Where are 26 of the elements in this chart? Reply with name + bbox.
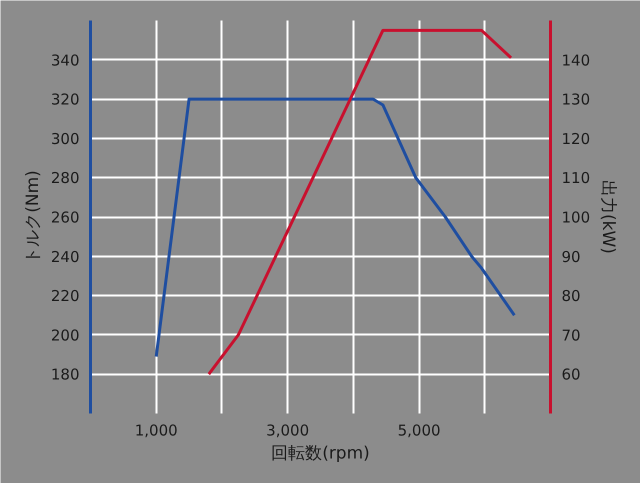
y2-axis-title: 出力(kW) (598, 180, 618, 254)
y2-tick-label: 110 (562, 169, 590, 188)
y2-tick-label: 100 (562, 208, 590, 226)
line-series (154, 98, 516, 358)
y-axis-title: トルク(Nm) (22, 170, 43, 264)
x-axis-title: 回転数(rpm) (271, 444, 370, 464)
y-tick-label: 340 (50, 51, 80, 70)
y2-tick-label: 140 (562, 51, 590, 70)
y-tick-label: 240 (50, 248, 80, 266)
y2-tick-label: 120 (562, 130, 590, 148)
y2-tick-label: 70 (562, 326, 581, 344)
x-tick-label: 1,000 (134, 422, 178, 440)
y2-tick-label: 80 (562, 287, 581, 306)
x-tick-label: 3,000 (266, 422, 310, 440)
y-tick-label: 180 (50, 366, 80, 384)
y-tick-label: 320 (50, 90, 80, 109)
y-tick-label: 220 (50, 287, 80, 306)
y-tick-label: 200 (50, 326, 80, 344)
line-series (207, 28, 513, 376)
y2-tick-label: 90 (562, 248, 581, 266)
y-tick-label: 260 (50, 208, 80, 226)
y-tick-label: 300 (50, 130, 80, 148)
y2-tick-label: 130 (562, 90, 590, 109)
y-tick-label: 280 (50, 169, 80, 188)
x-tick-label: 5,000 (398, 422, 441, 440)
y2-tick-label: 60 (562, 366, 581, 384)
